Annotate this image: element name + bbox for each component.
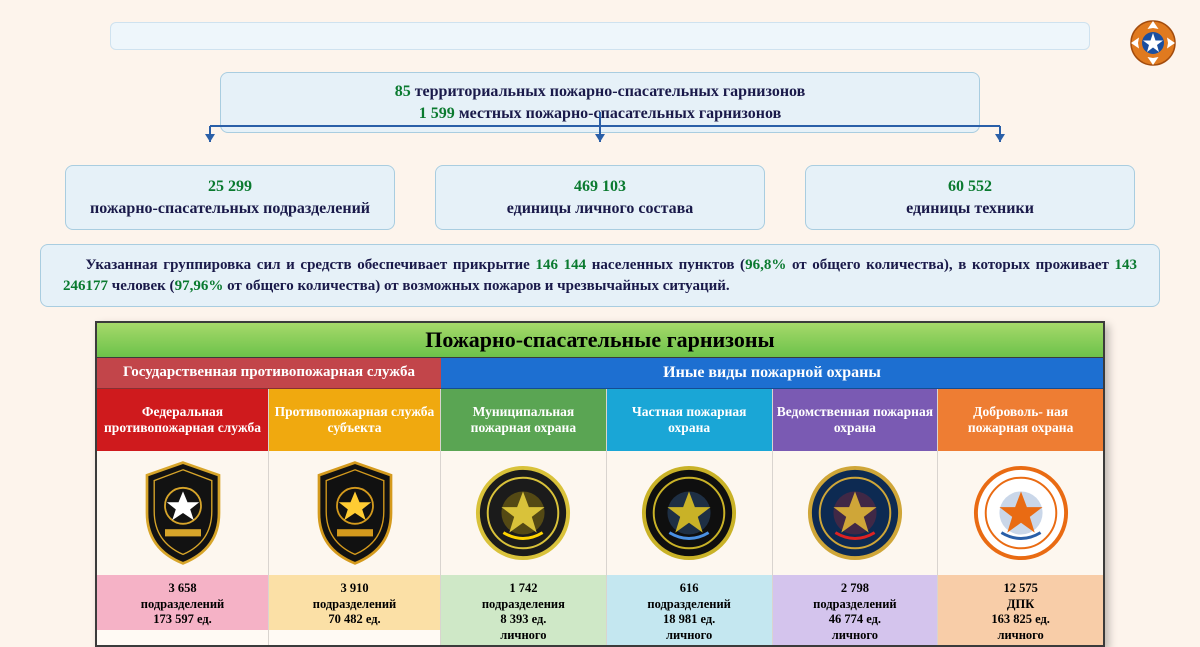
stat-num: 60 552 xyxy=(816,176,1124,198)
group-other-fire-protection: Иные виды пожарной охраны xyxy=(441,358,1103,389)
desc-pct1: 96,8% xyxy=(745,257,786,273)
panel-column: Федеральная противопожарная служба 3 658… xyxy=(97,389,269,646)
stat-box-equipment: 60 552 единицы техники xyxy=(805,165,1135,230)
panel-title: Пожарно-спасательные гарнизоны xyxy=(97,323,1103,358)
group-state-fire-service: Государственная противопожарная служба xyxy=(97,358,441,389)
local-count: 1 599 xyxy=(419,105,455,122)
column-header: Ведомственная пожарная охрана xyxy=(773,389,938,451)
column-badge-icon xyxy=(441,451,606,575)
column-stats: 12 575ДПК163 825 ед.личного xyxy=(938,575,1103,646)
panel-columns: Федеральная противопожарная служба 3 658… xyxy=(97,389,1103,646)
panel-column: Доброволь- ная пожарная охрана 12 575ДПК… xyxy=(938,389,1103,646)
stat-label: единицы техники xyxy=(816,198,1124,220)
column-header: Федеральная противопожарная служба xyxy=(97,389,268,451)
column-stats: 1 742подразделения8 393 ед.личного xyxy=(441,575,606,646)
column-stats: 2 798подразделений46 774 ед.личного xyxy=(773,575,938,646)
panel-column: Муниципальная пожарная охрана 1 742подра… xyxy=(441,389,607,646)
column-header: Частная пожарная охрана xyxy=(607,389,772,451)
desc-text: от общего количества) от возможных пожар… xyxy=(223,278,729,294)
desc-settlements: 146 144 xyxy=(535,257,586,273)
desc-text: человек ( xyxy=(108,278,175,294)
mchs-emblem-icon xyxy=(1128,18,1178,68)
panel-column: Противопожарная служба субъекта 3 910под… xyxy=(269,389,441,646)
territorial-label: территориальных пожарно-спасательных гар… xyxy=(411,83,806,100)
local-label: местных пожарно-спасательных гарнизонов xyxy=(455,105,781,122)
panel-column: Ведомственная пожарная охрана 2 798подра… xyxy=(773,389,939,646)
column-stats: 3 910подразделений70 482 ед. xyxy=(269,575,440,630)
stat-box-subdivisions: 25 299 пожарно-спасательных подразделени… xyxy=(65,165,395,230)
stat-label: единицы личного состава xyxy=(446,198,754,220)
desc-text: от общего количества), в которых прожива… xyxy=(786,257,1114,273)
garrisons-panel: Пожарно-спасательные гарнизоны Государст… xyxy=(95,321,1105,647)
desc-text: Указанная группировка сил и средств обес… xyxy=(63,257,535,273)
column-badge-icon xyxy=(97,451,268,575)
column-header: Доброволь- ная пожарная охрана xyxy=(938,389,1103,451)
column-stats: 616подразделений18 981 ед.личного xyxy=(607,575,772,646)
column-badge-icon xyxy=(773,451,938,575)
stat-box-personnel: 469 103 единицы личного состава xyxy=(435,165,765,230)
column-header: Муниципальная пожарная охрана xyxy=(441,389,606,451)
top-summary-box: 85 территориальных пожарно-спасательных … xyxy=(220,72,980,133)
territorial-count: 85 xyxy=(395,83,411,100)
column-badge-icon xyxy=(938,451,1103,575)
column-stats: 3 658подразделений173 597 ед. xyxy=(97,575,268,630)
column-badge-icon xyxy=(607,451,772,575)
panel-column: Частная пожарная охрана 616подразделений… xyxy=(607,389,773,646)
desc-pct2: 97,96% xyxy=(175,278,224,294)
stats-row: 25 299 пожарно-спасательных подразделени… xyxy=(65,165,1135,230)
stat-num: 469 103 xyxy=(446,176,754,198)
stat-num: 25 299 xyxy=(76,176,384,198)
panel-group-row: Государственная противопожарная служба И… xyxy=(97,358,1103,389)
stat-label: пожарно-спасательных подразделений xyxy=(76,198,384,220)
desc-text: населенных пунктов ( xyxy=(586,257,745,273)
description-box: Указанная группировка сил и средств обес… xyxy=(40,244,1160,307)
column-header: Противопожарная служба субъекта xyxy=(269,389,440,451)
column-badge-icon xyxy=(269,451,440,575)
header-blank-bar xyxy=(110,22,1090,50)
